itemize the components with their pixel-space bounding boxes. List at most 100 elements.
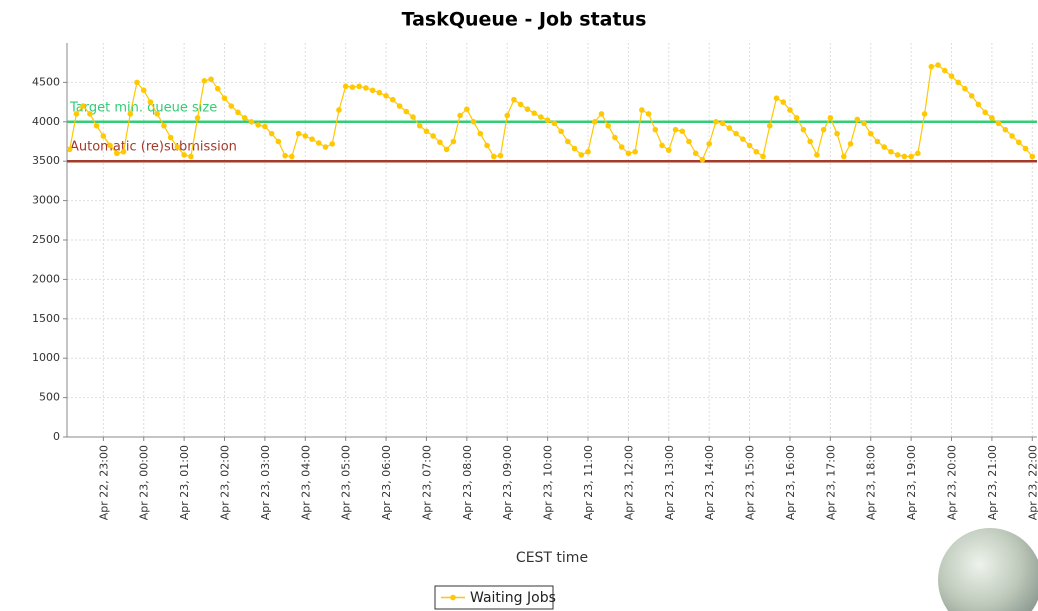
y-tick-label: 4500 xyxy=(32,75,60,88)
data-point xyxy=(665,147,672,153)
chart-title: TaskQueue - Job status xyxy=(402,9,647,31)
data-point xyxy=(841,153,847,160)
data-point xyxy=(544,117,551,124)
data-point xyxy=(740,136,746,142)
data-point xyxy=(302,133,309,139)
data-point xyxy=(228,103,235,109)
threshold-label: Target min. queue size xyxy=(69,100,217,115)
data-point xyxy=(746,142,753,149)
data-point xyxy=(733,130,739,137)
x-tick-label: Apr 23, 18:00 xyxy=(865,445,878,520)
data-point xyxy=(517,101,524,108)
data-point xyxy=(87,111,93,117)
data-point xyxy=(497,152,504,159)
data-point xyxy=(396,103,403,109)
data-point xyxy=(968,92,975,99)
x-tick-label: Apr 22, 23:00 xyxy=(97,445,110,520)
data-point xyxy=(450,138,457,145)
data-point xyxy=(948,73,955,79)
data-point xyxy=(73,111,80,117)
data-point xyxy=(100,133,107,139)
plot: 0 500 1000 1500 2000 2500 3000 3500 4000 4500 Apr … xyxy=(32,43,1038,610)
data-point xyxy=(807,138,813,145)
data-point xyxy=(558,128,564,135)
data-point xyxy=(120,148,127,155)
x-tick-label: Apr 23, 07:00 xyxy=(420,445,433,520)
data-point xyxy=(713,119,719,125)
data-point xyxy=(699,156,706,163)
data-point xyxy=(282,152,288,159)
data-point xyxy=(793,115,800,121)
data-point xyxy=(107,142,113,149)
data-point xyxy=(484,142,490,149)
data-point xyxy=(941,67,948,74)
x-tick-label: Apr 23, 03:00 xyxy=(259,445,272,520)
data-point xyxy=(766,122,773,129)
data-point xyxy=(457,112,463,119)
x-axis-label: CEST time xyxy=(516,550,588,566)
data-point xyxy=(612,134,618,141)
x-tick-label: Apr 23, 14:00 xyxy=(703,445,716,520)
data-point xyxy=(430,133,436,139)
data-point xyxy=(706,141,712,147)
data-point xyxy=(881,144,887,150)
data-point xyxy=(289,153,295,160)
data-point xyxy=(867,130,874,137)
data-point xyxy=(585,148,591,155)
data-point xyxy=(369,87,376,94)
x-tick-label: Apr 23, 13:00 xyxy=(663,445,676,520)
data-point xyxy=(921,111,928,117)
data-point xyxy=(241,115,248,121)
x-tick-label: Apr 23, 19:00 xyxy=(905,445,918,520)
x-tick-label: Apr 23, 02:00 xyxy=(219,445,232,520)
data-point xyxy=(201,78,208,84)
data-point xyxy=(719,120,726,127)
data-point xyxy=(955,79,962,86)
data-point xyxy=(672,126,679,133)
data-point xyxy=(928,63,935,70)
data-point xyxy=(309,136,315,142)
legend-label: Waiting Jobs xyxy=(470,590,556,606)
x-tick-label: Apr 23, 05:00 xyxy=(340,445,353,520)
data-point xyxy=(827,115,834,121)
data-point xyxy=(894,152,901,158)
data-point xyxy=(935,62,941,68)
data-point xyxy=(140,87,147,94)
data-point xyxy=(423,128,430,135)
data-point xyxy=(470,119,477,125)
data-point xyxy=(342,83,349,90)
data-point xyxy=(1002,126,1009,133)
data-point xyxy=(490,153,497,160)
data-point xyxy=(901,153,908,160)
data-point xyxy=(780,99,787,105)
x-tick-label: Apr 23, 08:00 xyxy=(461,445,474,520)
data-point xyxy=(982,109,988,116)
data-point xyxy=(975,101,982,108)
data-point xyxy=(753,148,760,155)
data-point xyxy=(114,150,120,157)
data-point xyxy=(194,115,201,121)
data-point xyxy=(93,122,100,129)
data-point xyxy=(127,111,134,117)
data-point xyxy=(565,138,571,145)
data-point xyxy=(915,150,921,157)
data-point xyxy=(383,92,389,99)
data-point xyxy=(376,89,383,96)
data-point xyxy=(356,83,362,90)
data-point xyxy=(214,85,221,92)
data-point xyxy=(847,141,854,147)
data-point xyxy=(221,95,228,101)
data-point xyxy=(349,84,356,90)
data-point xyxy=(477,130,484,137)
data-point xyxy=(1016,139,1022,146)
data-point xyxy=(235,109,241,116)
data-point xyxy=(679,128,686,135)
data-point xyxy=(591,119,598,125)
y-tick-label: 3500 xyxy=(32,154,60,167)
data-point xyxy=(652,126,659,133)
legend-box xyxy=(434,585,554,610)
data-point xyxy=(908,153,914,160)
data-point xyxy=(632,148,638,155)
x-tick-label: Apr 23, 16:00 xyxy=(784,445,797,520)
